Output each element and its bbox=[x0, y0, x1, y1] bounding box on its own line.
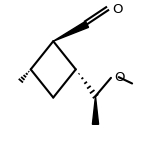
Polygon shape bbox=[53, 21, 88, 41]
Text: O: O bbox=[112, 3, 123, 16]
Polygon shape bbox=[92, 96, 99, 124]
Text: O: O bbox=[115, 71, 125, 84]
